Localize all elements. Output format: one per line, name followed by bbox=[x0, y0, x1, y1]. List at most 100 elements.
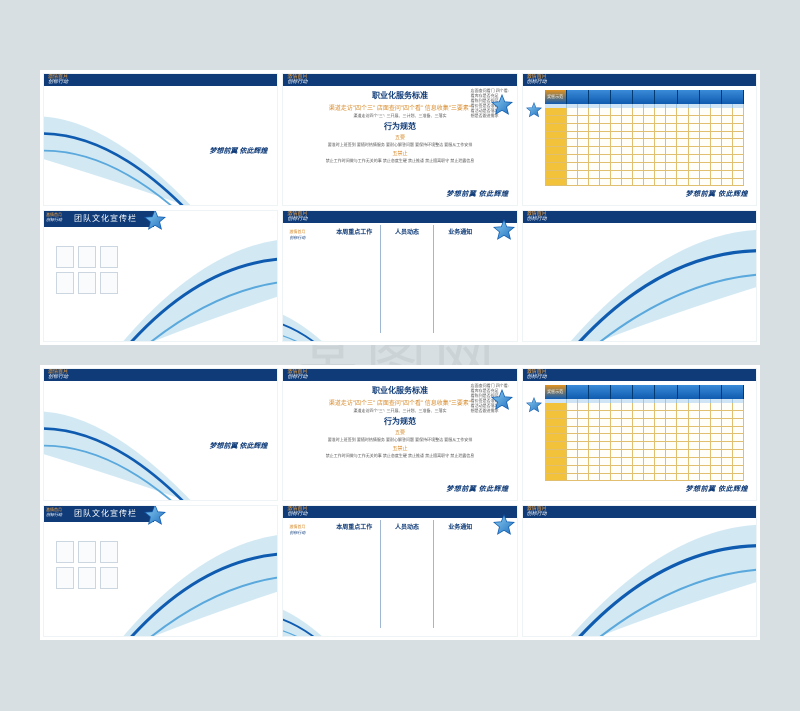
table-cell bbox=[589, 450, 600, 457]
table-row-label bbox=[545, 419, 567, 426]
table-cell bbox=[611, 466, 622, 473]
table-cell bbox=[666, 419, 677, 426]
table-row-label bbox=[545, 458, 567, 465]
table-row-label bbox=[545, 147, 567, 154]
table-cell bbox=[700, 132, 711, 139]
table-cell bbox=[689, 466, 700, 473]
three-column-area: 本周重点工作 人员动态 业务通知 bbox=[328, 520, 486, 629]
table-cell bbox=[633, 434, 644, 441]
table-cell bbox=[600, 419, 611, 426]
photo-frame bbox=[78, 246, 96, 268]
table-cell bbox=[666, 450, 677, 457]
template-set-2: 激情首月 创标行动 梦想前翼 依此辉煌 激情首月 创标行动 职业化服务标准 渠道… bbox=[40, 365, 760, 640]
photo-frame bbox=[56, 541, 74, 563]
table-header-cell bbox=[589, 385, 611, 399]
table-cell bbox=[589, 124, 600, 131]
heading-service-standard: 职业化服务标准 bbox=[303, 90, 496, 101]
table-cell bbox=[666, 108, 677, 115]
table-cell bbox=[589, 147, 600, 154]
table-cell bbox=[578, 419, 589, 426]
table-cell bbox=[711, 411, 722, 418]
table-cell bbox=[622, 116, 633, 123]
table-cell bbox=[644, 171, 655, 178]
table-cell bbox=[677, 474, 688, 481]
table-cell bbox=[567, 442, 578, 449]
table-cell bbox=[644, 474, 655, 481]
table-cell bbox=[578, 132, 589, 139]
table-cell bbox=[622, 163, 633, 170]
table-cell bbox=[722, 434, 733, 441]
tracking-table: 奖惩示范 bbox=[545, 90, 744, 183]
table-cell bbox=[600, 474, 611, 481]
table-cell bbox=[589, 139, 600, 146]
table-cell bbox=[600, 124, 611, 131]
table-cell bbox=[711, 434, 722, 441]
table-cell bbox=[600, 434, 611, 441]
table-cell bbox=[589, 132, 600, 139]
table-cell bbox=[711, 419, 722, 426]
table-cell bbox=[700, 124, 711, 131]
table-cell bbox=[611, 458, 622, 465]
table-cell bbox=[711, 139, 722, 146]
column-key-work: 本周重点工作 bbox=[328, 225, 381, 334]
topbar-badge-line2: 创标行动 bbox=[48, 80, 68, 85]
table-cell bbox=[633, 419, 644, 426]
table-header-cell bbox=[722, 90, 744, 104]
slogan-text: 梦想前翼 依此辉煌 bbox=[446, 484, 508, 494]
corner-badge: 激情首月 创标行动 bbox=[46, 212, 62, 222]
table-row bbox=[545, 163, 744, 171]
topbar-badge-line2: 创标行动 bbox=[527, 375, 547, 380]
table-cell bbox=[733, 403, 744, 410]
star-icon bbox=[491, 389, 513, 411]
swoosh-decoration bbox=[43, 390, 194, 501]
table-cell bbox=[689, 403, 700, 410]
table-cell bbox=[711, 450, 722, 457]
table-cell bbox=[567, 132, 578, 139]
table-cell bbox=[711, 155, 722, 162]
table-row-label bbox=[545, 427, 567, 434]
five-forbid-text: 禁止工作时间做与工作无关的事 禁止态度生硬 禁止推诿 禁止擅离职守 禁止泄露信息 bbox=[303, 158, 496, 164]
table-cell bbox=[711, 171, 722, 178]
table-header-cell bbox=[700, 385, 722, 399]
table-cell bbox=[666, 403, 677, 410]
table-cell bbox=[655, 155, 666, 162]
table-cell bbox=[655, 427, 666, 434]
table-cell bbox=[689, 124, 700, 131]
table-cell bbox=[700, 434, 711, 441]
column-staff-news: 人员动态 bbox=[381, 520, 434, 629]
slogan-text: 梦想前翼 依此辉煌 bbox=[446, 189, 508, 199]
slogan-text: 梦想前翼 依此辉煌 bbox=[686, 189, 748, 199]
table-cell bbox=[578, 411, 589, 418]
table-cell bbox=[644, 124, 655, 131]
table-cell bbox=[722, 474, 733, 481]
table-cell bbox=[589, 427, 600, 434]
table-cell bbox=[567, 124, 578, 131]
table-row bbox=[545, 171, 744, 179]
table-cell bbox=[589, 434, 600, 441]
table-cell bbox=[722, 116, 733, 123]
table-header-cell bbox=[633, 90, 655, 104]
table-cell bbox=[589, 155, 600, 162]
table-row-label bbox=[545, 139, 567, 146]
table-cell bbox=[733, 139, 744, 146]
table-cell bbox=[733, 179, 744, 186]
column-biz-notice: 业务通知 bbox=[434, 520, 487, 629]
table-cell bbox=[578, 179, 589, 186]
table-cell bbox=[567, 427, 578, 434]
table-cell bbox=[666, 155, 677, 162]
table-row bbox=[545, 427, 744, 435]
table-cell bbox=[655, 124, 666, 131]
topbar-badge-line2: 创标行动 bbox=[287, 80, 307, 85]
table-cell bbox=[666, 171, 677, 178]
table-cell bbox=[733, 116, 744, 123]
table-cell bbox=[722, 403, 733, 410]
table-cell bbox=[633, 427, 644, 434]
table-header: 奖惩示范 bbox=[545, 385, 744, 399]
table-cell bbox=[677, 427, 688, 434]
table-cell bbox=[689, 427, 700, 434]
five-do-text: 要准时上班签到 要随时热情服务 要耐心解答问题 要保持环境整洁 要服从工作安排 bbox=[303, 437, 496, 443]
table-cell bbox=[677, 147, 688, 154]
table-cell bbox=[622, 403, 633, 410]
standard-content: 职业化服务标准 渠道走访"四个三" 店面查问"四个看" 信息收集"三要素" 渠道… bbox=[303, 88, 496, 165]
table-cell bbox=[666, 124, 677, 131]
